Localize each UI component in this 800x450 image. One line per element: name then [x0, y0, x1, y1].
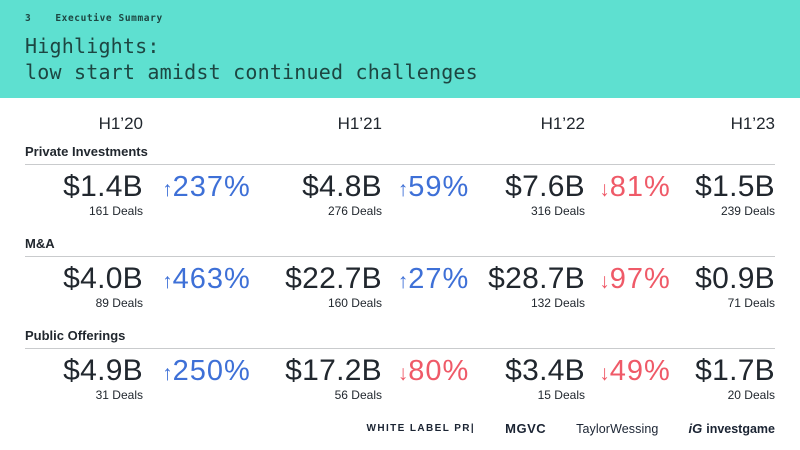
amount-value: $3.4B [505, 354, 585, 387]
up-arrow-icon: ↑ [397, 178, 409, 201]
up-arrow-icon: ↑ [397, 270, 409, 293]
change-percent: ↓81% [585, 171, 685, 218]
up-arrow-icon: ↑ [162, 362, 173, 385]
change-percent: ↑59% [382, 171, 485, 218]
section-public-offerings: Public Offerings $4.9B 31 Deals ↑250% $1… [25, 328, 775, 402]
up-arrow-icon: ↑ [162, 270, 173, 293]
amount-value: $28.7B [488, 262, 585, 295]
down-arrow-icon: ↓ [397, 362, 409, 385]
amount-value: $7.6B [505, 170, 585, 203]
sponsor-logos: WHITE LABEL PR| MGVC TaylorWessing iG in… [367, 421, 776, 436]
investgame-logo: iG investgame [688, 421, 775, 436]
deals-count: 160 Deals [327, 296, 382, 310]
deals-count: 15 Deals [537, 388, 585, 402]
deals-count: 71 Deals [727, 296, 775, 310]
value-cell: $22.7B 160 Deals [270, 263, 382, 310]
amount-value: $4.9B [63, 354, 143, 387]
change-value: 81% [609, 171, 671, 203]
investgame-wordmark: investgame [706, 422, 775, 436]
value-cell: $3.4B 15 Deals [485, 355, 585, 402]
column-header-row: H1’20 H1’21 H1’22 H1’23 [25, 114, 775, 134]
amount-value: $1.7B [695, 354, 775, 387]
page-number: 3 [25, 13, 32, 24]
change-value: 250% [172, 355, 251, 387]
section-label: M&A [25, 236, 775, 257]
amount-value: $1.4B [63, 170, 143, 203]
deals-count: 56 Deals [334, 388, 382, 402]
down-arrow-icon: ↓ [599, 178, 610, 201]
deals-count: 31 Deals [95, 388, 143, 402]
value-cell: $0.9B 71 Deals [685, 263, 775, 310]
section-private-investments: Private Investments $1.4B 161 Deals ↑237… [25, 144, 775, 218]
value-cell: $17.2B 56 Deals [270, 355, 382, 402]
down-arrow-icon: ↓ [599, 362, 610, 385]
change-value: 49% [609, 355, 671, 387]
value-cell: $7.6B 316 Deals [485, 171, 585, 218]
change-percent: ↑27% [382, 263, 485, 310]
deals-count: 89 Deals [95, 296, 143, 310]
table-row: $4.0B 89 Deals ↑463% $22.7B 160 Deals ↑2… [25, 257, 775, 310]
change-value: 27% [408, 263, 470, 295]
deals-count: 20 Deals [727, 388, 775, 402]
column-header-h123: H1’23 [730, 114, 775, 133]
value-cell: $4.0B 89 Deals [25, 263, 143, 310]
change-percent: ↓49% [585, 355, 685, 402]
column-header-h120: H1’20 [98, 114, 143, 133]
up-arrow-icon: ↑ [162, 178, 173, 201]
change-percent: ↓97% [585, 263, 685, 310]
summary-table: H1’20 H1’21 H1’22 H1’23 Private Investme… [0, 98, 800, 402]
section-label: Public Offerings [25, 328, 775, 349]
value-cell: $1.7B 20 Deals [685, 355, 775, 402]
change-value: 80% [408, 355, 470, 387]
value-cell: $1.5B 239 Deals [685, 171, 775, 218]
down-arrow-icon: ↓ [599, 270, 610, 293]
amount-value: $17.2B [285, 354, 382, 387]
change-percent: ↓80% [382, 355, 485, 402]
amount-value: $0.9B [695, 262, 775, 295]
white-label-pr-logo: WHITE LABEL PR| [366, 423, 476, 434]
deals-count: 132 Deals [530, 296, 585, 310]
value-cell: $28.7B 132 Deals [485, 263, 585, 310]
amount-value: $22.7B [285, 262, 382, 295]
change-percent: ↑237% [143, 171, 270, 218]
amount-value: $4.8B [302, 170, 382, 203]
slide-title-line1: Highlights: [25, 34, 160, 58]
deals-count: 161 Deals [88, 204, 143, 218]
section-label: Private Investments [25, 144, 775, 165]
change-value: 59% [408, 171, 470, 203]
column-header-h121: H1’21 [337, 114, 382, 133]
amount-value: $4.0B [63, 262, 143, 295]
deals-count: 316 Deals [530, 204, 585, 218]
slide-title-line2: low start amidst continued challenges [25, 60, 478, 84]
table-row: $4.9B 31 Deals ↑250% $17.2B 56 Deals ↓80… [25, 349, 775, 402]
column-header-h122: H1’22 [540, 114, 585, 133]
section-ma: M&A $4.0B 89 Deals ↑463% $22.7B 160 Deal… [25, 236, 775, 310]
change-percent: ↑463% [143, 263, 270, 310]
value-cell: $1.4B 161 Deals [25, 171, 143, 218]
eyebrow-label: Executive Summary [55, 13, 163, 24]
value-cell: $4.9B 31 Deals [25, 355, 143, 402]
header-band: 3 Executive Summary Highlights: low star… [0, 0, 800, 98]
deals-count: 276 Deals [327, 204, 382, 218]
investgame-icon: iG [688, 421, 703, 436]
amount-value: $1.5B [695, 170, 775, 203]
taylorwessing-logo: TaylorWessing [576, 421, 659, 436]
change-value: 463% [172, 263, 251, 295]
deals-count: 239 Deals [720, 204, 775, 218]
mgvc-logo: MGVC [505, 421, 547, 436]
value-cell: $4.8B 276 Deals [270, 171, 382, 218]
eyebrow: 3 Executive Summary [25, 13, 775, 24]
change-value: 237% [172, 171, 251, 203]
change-percent: ↑250% [143, 355, 270, 402]
change-value: 97% [609, 263, 671, 295]
table-row: $1.4B 161 Deals ↑237% $4.8B 276 Deals ↑5… [25, 165, 775, 218]
